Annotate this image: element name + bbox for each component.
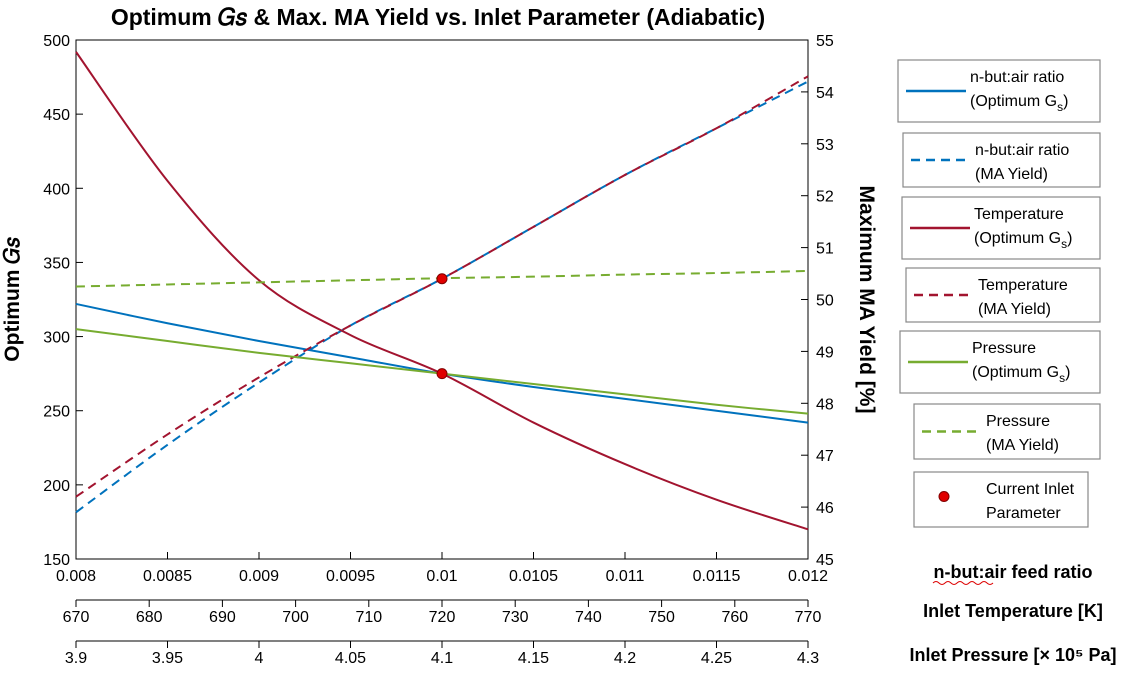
x-tick-label: 0.008	[56, 568, 96, 585]
right-tick-label: 49	[816, 344, 834, 361]
x-tick-label: 700	[282, 609, 309, 626]
left-tick-label: 450	[43, 107, 70, 124]
x-tick-label: 750	[648, 609, 675, 626]
right-tick-label: 45	[816, 552, 834, 569]
left-tick-label: 350	[43, 255, 70, 272]
legend-item: Pressure (MA Yield)	[913, 403, 1101, 460]
x-tick-label: 730	[502, 609, 529, 626]
current-point-marker	[436, 273, 448, 285]
legend-item: Pressure (Optimum Gs)	[899, 330, 1101, 394]
left-y-axis: 150 200 250 300 350 400 450 500	[43, 33, 83, 569]
left-tick-label: 150	[43, 552, 70, 569]
left-tick-label: 300	[43, 330, 70, 347]
right-tick-label: 54	[816, 85, 834, 102]
current-point-marker	[436, 368, 448, 380]
right-tick-label: 51	[816, 241, 834, 258]
legend-label: Temperature	[974, 206, 1064, 223]
x-axes: 0.008 0.0085 0.009 0.0095 0.01 0.0105 0.011 0.0…	[56, 552, 828, 667]
legend-label: n-but:air ratio	[970, 69, 1064, 86]
right-tick-label: 50	[816, 293, 834, 310]
legend-label: Temperature	[978, 277, 1068, 294]
right-tick-label: 53	[816, 137, 834, 154]
x-axis-name: Inlet Temperature [K]	[923, 601, 1103, 621]
left-y-axis-label: Optimum 𝐺𝑠	[1, 237, 24, 362]
x-tick-label: 0.0095	[326, 568, 375, 585]
left-tick-label: 500	[43, 33, 70, 50]
x-tick-label: 3.95	[152, 650, 183, 667]
x-tick-label: 4.05	[335, 650, 366, 667]
legend-label: Current Inlet	[986, 481, 1075, 498]
x-tick-label: 770	[795, 609, 822, 626]
left-tick-label: 250	[43, 404, 70, 421]
x-tick-label: 4.1	[431, 650, 453, 667]
right-tick-label: 47	[816, 448, 834, 465]
x-tick-label: 690	[209, 609, 236, 626]
x-tick-label: 680	[136, 609, 163, 626]
right-tick-label: 48	[816, 396, 834, 413]
legend-item: Current Inlet Parameter	[913, 471, 1089, 528]
right-y-axis: 45 46 47 48 49 50 51 52 53 54 55	[801, 33, 834, 569]
legend-marker	[938, 491, 950, 502]
legend: n-but:air ratio(Optimum Gs)n-but:air rat…	[897, 59, 1101, 528]
marker-layer	[436, 273, 448, 380]
x-tick-label: 740	[575, 609, 602, 626]
x-tick-label: 0.012	[788, 568, 828, 585]
right-tick-label: 52	[816, 189, 834, 206]
legend-item: n-but:air ratio (Optimum Gs)	[897, 59, 1101, 123]
plot-frame	[75, 39, 809, 560]
x-tick-label: 0.0105	[509, 568, 558, 585]
x-tick-label: 4	[255, 650, 264, 667]
legend-label: (MA Yield)	[975, 166, 1048, 183]
right-tick-label: 46	[816, 500, 834, 517]
left-tick-label: 200	[43, 478, 70, 495]
plot-area	[75, 39, 809, 560]
x-tick-label: 0.011	[606, 568, 645, 585]
spellcheck-underline	[932, 581, 994, 585]
legend-label: n-but:air ratio	[975, 142, 1069, 159]
legend-item: Temperature (MA Yield)	[905, 267, 1101, 323]
x-tick-label: 0.009	[239, 568, 279, 585]
legend-item: Temperature (Optimum Gs)	[901, 196, 1101, 260]
x-tick-label: 4.3	[797, 650, 819, 667]
x-tick-label: 4.25	[701, 650, 732, 667]
x-tick-label: 4.15	[518, 650, 549, 667]
legend-label: (Optimum Gs)	[972, 364, 1070, 385]
x-tick-label: 3.9	[65, 650, 87, 667]
x-tick-label: 670	[63, 609, 90, 626]
legend-label: (MA Yield)	[986, 437, 1059, 454]
legend-label: (Optimum Gs)	[974, 230, 1072, 251]
legend-label: (MA Yield)	[978, 301, 1051, 318]
legend-label: (Optimum Gs)	[970, 93, 1068, 114]
legend-label: Pressure	[972, 340, 1036, 357]
right-tick-label: 55	[816, 33, 834, 50]
x-axis-names: n-but:air feed ratio Inlet Temperature [K…	[909, 562, 1116, 665]
right-y-axis-label: Maximum MA Yield [%]	[855, 186, 878, 414]
x-tick-label: 710	[355, 609, 382, 626]
legend-item: n-but:air ratio (MA Yield)	[902, 132, 1101, 188]
x-tick-label: 0.01	[426, 568, 457, 585]
left-tick-label: 400	[43, 181, 70, 198]
chart-title: Optimum 𝐺𝑠 & Max. MA Yield vs. Inlet Par…	[111, 4, 765, 30]
legend-label: Pressure	[986, 413, 1050, 430]
legend-label: Parameter	[986, 505, 1061, 522]
series-line	[75, 51, 809, 531]
x-tick-label: 760	[721, 609, 748, 626]
x-tick-label: 4.2	[614, 650, 636, 667]
x-axis-name: n-but:air feed ratio	[933, 562, 1092, 582]
x-axis-name: Inlet Pressure [× 10⁵ Pa]	[909, 645, 1116, 665]
legend-box	[902, 132, 1101, 188]
x-tick-label: 0.0085	[143, 568, 192, 585]
legend-box	[905, 267, 1101, 323]
x-tick-label: 0.0115	[693, 568, 741, 585]
x-tick-label: 720	[429, 609, 456, 626]
